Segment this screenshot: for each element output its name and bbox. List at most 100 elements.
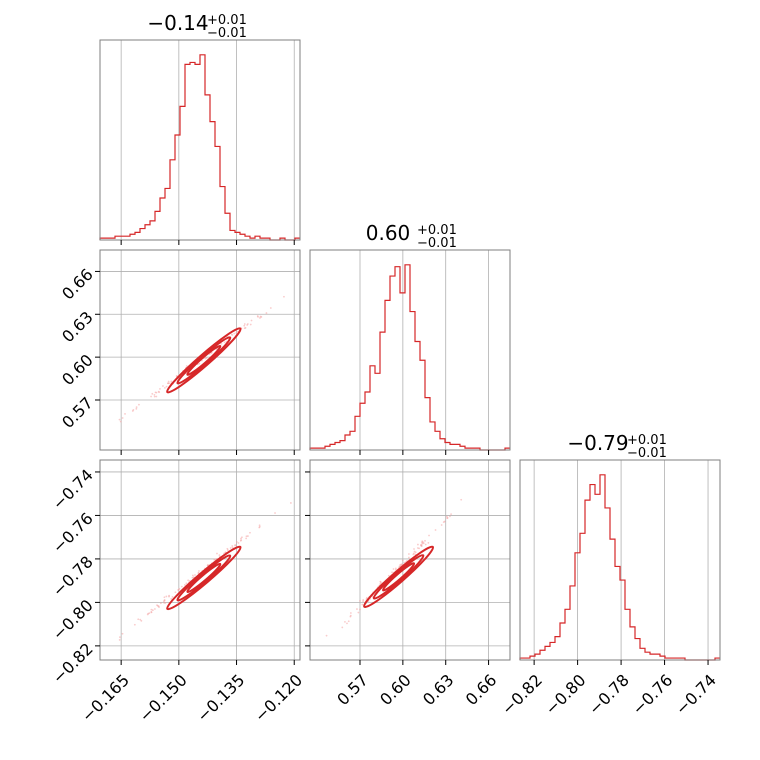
scatter-point: [356, 608, 358, 610]
scatter-point: [235, 541, 238, 543]
scatter-point: [258, 525, 261, 528]
scatter-point: [158, 391, 161, 394]
x-tick-label: −0.74: [672, 670, 720, 718]
scatter-point: [450, 513, 452, 515]
scatter-point: [121, 417, 124, 419]
scatter-point: [154, 391, 157, 394]
x-tick-label: −0.80: [541, 670, 589, 718]
y-tick-label: −0.80: [49, 596, 97, 644]
scatter-point: [198, 362, 201, 365]
y-tick-label: 0.60: [58, 350, 97, 389]
scatter-point: [229, 547, 232, 549]
scatter-point: [119, 636, 121, 639]
x-tick-label: 0.63: [419, 670, 458, 709]
scatter-point: [135, 406, 138, 409]
scatter-point: [148, 612, 151, 615]
scatter-point: [191, 574, 194, 577]
scatter-point: [165, 385, 168, 388]
scatter-point: [341, 626, 344, 629]
scatter-point: [139, 618, 142, 621]
scatter-point: [118, 418, 121, 421]
scatter-point: [164, 602, 167, 604]
scatter-point: [418, 547, 421, 550]
scatter-point: [156, 604, 159, 607]
frame-layer: [95, 39, 721, 665]
contour-level-1: [166, 545, 242, 611]
scatter-point: [163, 596, 166, 599]
scatter-point: [124, 413, 126, 415]
scatter-point: [151, 392, 154, 395]
scatter-point: [154, 608, 156, 610]
contour-level-3: [382, 562, 416, 592]
title-plus-param-2: +0.01: [627, 433, 667, 448]
scatter-point: [121, 632, 124, 635]
scatter-point: [133, 623, 136, 626]
panel-frame: [99, 39, 301, 241]
scatter-point: [183, 583, 186, 586]
scatter-point: [420, 545, 423, 548]
scatter-point: [158, 606, 160, 608]
scatter-point: [408, 556, 410, 559]
scatter-point: [233, 332, 236, 335]
scatter-point: [344, 620, 346, 623]
scatter-point: [187, 579, 190, 582]
scatter-point: [138, 403, 140, 406]
contour-level-1: [166, 327, 242, 394]
y-tick-label: 0.66: [58, 265, 97, 304]
panel-frame: [309, 459, 511, 661]
scatter-point: [249, 323, 252, 326]
histogram-param-2: [519, 474, 720, 661]
scatter-point: [243, 324, 246, 327]
contour-level-2: [176, 554, 232, 602]
scatter-point: [220, 342, 223, 345]
scatter-point: [150, 608, 153, 611]
title-param-1: 0.60: [366, 221, 411, 245]
scatter-point: [150, 395, 152, 398]
scatter-point: [408, 553, 410, 555]
scatter-point: [460, 498, 463, 501]
scatter-point: [250, 319, 253, 322]
scatter-point: [422, 541, 424, 544]
scatter-point: [153, 393, 156, 396]
title-plus-param-0: +0.01: [207, 13, 247, 28]
scatter-point: [159, 602, 162, 605]
title-param-0: −0.14: [147, 11, 208, 35]
scatter-point: [440, 524, 443, 526]
scatter-point: [191, 576, 194, 579]
scatter-point: [365, 596, 368, 599]
scatter-point: [361, 603, 364, 606]
scatter-point: [359, 599, 361, 602]
scatter-point: [168, 382, 171, 385]
title-param-2: −0.79: [567, 431, 628, 455]
scatter-point: [174, 591, 177, 594]
scatter-point: [400, 563, 403, 566]
scatter-point: [204, 357, 207, 360]
x-tick-label: −0.82: [498, 670, 546, 718]
x-tick-label: −0.165: [78, 670, 133, 725]
scatter-point: [231, 546, 234, 549]
y-tick-label: −0.78: [49, 552, 97, 600]
scatter-point: [198, 570, 200, 572]
scatter-point: [283, 295, 285, 298]
scatter-point: [185, 365, 188, 367]
scatter-point: [424, 539, 426, 542]
scatter-point: [391, 571, 393, 574]
scatter-point: [135, 407, 138, 410]
scatter-point: [118, 639, 121, 641]
title-minus-param-2: −0.01: [627, 446, 667, 461]
x-tick-label: 0.60: [376, 670, 415, 709]
plot-layer: [99, 54, 720, 661]
grid-layer: [100, 40, 709, 660]
scatter-point: [235, 332, 238, 334]
scatter-point: [443, 520, 446, 523]
text-layer: −0.14+0.01−0.010.60 +0.01−0.01−0.79+0.01−…: [49, 11, 720, 726]
scatter-point: [249, 531, 251, 534]
scatter-point: [289, 502, 292, 504]
scatter-point: [269, 307, 272, 309]
title-minus-param-0: −0.01: [207, 26, 247, 41]
y-tick-label: −0.74: [49, 465, 97, 513]
scatter-point: [119, 420, 122, 423]
scatter-point: [146, 613, 149, 616]
scatter-point: [155, 395, 158, 398]
scatter-point: [240, 537, 242, 540]
